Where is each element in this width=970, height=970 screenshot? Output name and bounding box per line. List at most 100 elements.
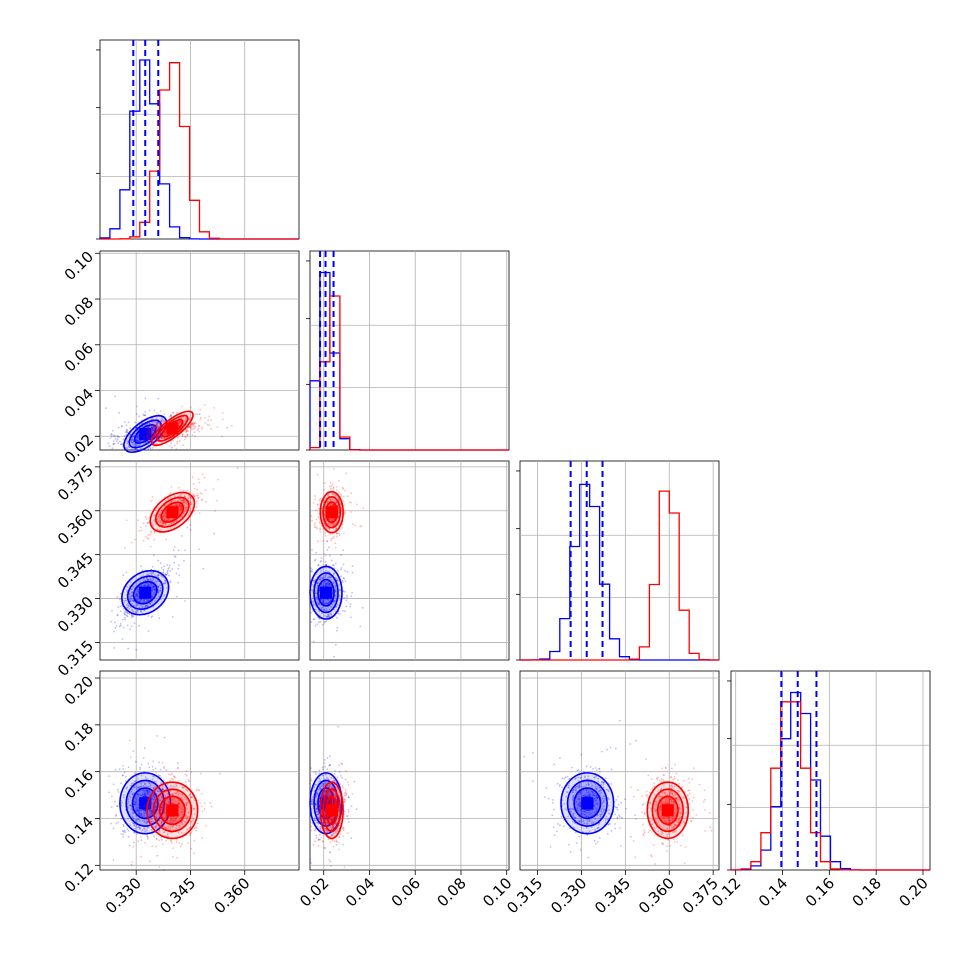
scatter-point-red <box>152 428 155 430</box>
scatter-point-red <box>169 414 172 416</box>
scatter-point-blue <box>184 549 187 552</box>
scatter-point-red <box>125 519 128 522</box>
scatter-point-blue <box>132 599 135 602</box>
scatter-point-blue <box>111 447 114 450</box>
scatter-point-blue <box>341 609 344 612</box>
scatter-point-red <box>312 502 315 504</box>
scatter-point-red <box>230 424 233 427</box>
scatter-point-blue <box>115 814 117 816</box>
scatter-point-red <box>146 826 149 828</box>
scatter-point-red <box>164 430 167 433</box>
scatter-point-blue <box>336 569 339 572</box>
scatter-point-red <box>191 476 194 479</box>
scatter-point-red <box>155 434 157 437</box>
scatter-point-red <box>213 407 216 409</box>
scatter-point-red <box>192 423 194 426</box>
scatter-point-blue <box>169 570 172 572</box>
scatter-point-blue <box>108 445 111 447</box>
scatter-point-red <box>236 467 239 470</box>
scatter-point-red <box>159 410 162 413</box>
scatter-point-red <box>191 434 194 436</box>
scatter-point-blue <box>136 440 139 442</box>
scatter-point-blue <box>138 415 141 418</box>
scatter-point-blue <box>136 436 139 438</box>
contour-line-blue <box>128 419 162 449</box>
scatter-point-red <box>175 839 178 841</box>
scatter-point-red <box>153 426 156 429</box>
scatter-point-blue <box>129 597 132 600</box>
scatter-point-red <box>178 440 181 443</box>
scatter-point-red <box>109 437 112 439</box>
scatter-point-blue <box>135 448 138 451</box>
scatter-point-blue <box>335 843 338 846</box>
scatter-point-red <box>153 424 156 427</box>
scatter-point-red <box>197 799 200 802</box>
scatter-point-red <box>333 468 335 470</box>
scatter-point-blue <box>159 768 162 771</box>
scatter-point-red <box>201 499 204 501</box>
scatter-point-blue <box>150 428 153 431</box>
scatter-point-blue <box>178 574 181 577</box>
scatter-panel-1-0 <box>105 395 233 454</box>
scatter-point-blue <box>350 616 352 619</box>
scatter-point-red <box>337 491 340 494</box>
scatter-point-blue <box>346 596 348 599</box>
scatter-point-blue <box>126 828 129 831</box>
scatter-point-blue <box>110 620 113 623</box>
scatter-point-blue <box>147 762 150 765</box>
scatter-point-blue <box>146 585 149 587</box>
scatter-point-blue <box>126 606 128 609</box>
scatter-point-red <box>204 489 207 492</box>
scatter-point-red <box>191 422 194 425</box>
scatter-point-blue <box>135 448 137 451</box>
scatter-point-red <box>336 535 338 538</box>
scatter-point-red <box>186 434 189 437</box>
scatter-point-blue <box>226 426 229 429</box>
scatter-point-red <box>155 425 157 428</box>
scatter-point-blue <box>138 439 141 442</box>
scatter-point-red <box>322 540 325 542</box>
scatter-point-red <box>159 423 162 426</box>
scatter-point-blue <box>131 592 133 594</box>
scatter-point-red <box>190 426 192 428</box>
scatter-point-blue <box>153 586 156 588</box>
scatter-point-blue <box>344 591 346 593</box>
scatter-point-blue <box>119 624 122 627</box>
scatter-point-blue <box>139 440 142 442</box>
scatter-point-blue <box>139 766 142 769</box>
scatter-point-blue <box>137 588 140 591</box>
scatter-point-blue <box>340 568 342 571</box>
scatter-point-blue <box>130 439 133 441</box>
scatter-point-red <box>136 832 139 835</box>
scatter-point-red <box>147 430 149 433</box>
scatter-point-blue <box>321 623 324 626</box>
scatter-point-blue <box>350 837 353 840</box>
scatter-point-red <box>177 436 180 438</box>
scatter-point-red <box>142 522 145 525</box>
scatter-point-red <box>151 430 154 433</box>
scatter-point-red <box>141 813 144 815</box>
scatter-point-red <box>147 533 150 536</box>
scatter-point-red <box>154 425 157 428</box>
scatter-point-blue <box>150 418 153 421</box>
scatter-point-blue <box>329 860 332 863</box>
scatter-point-blue <box>146 600 149 602</box>
scatter-point-red <box>161 843 164 846</box>
scatter-point-red <box>188 425 190 428</box>
scatter-point-blue <box>118 625 121 628</box>
scatter-point-blue <box>131 609 134 612</box>
scatter-point-red <box>181 405 183 408</box>
scatter-point-red <box>161 420 164 423</box>
scatter-point-blue <box>146 605 149 607</box>
scatter-point-blue <box>318 772 321 774</box>
scatter-point-red <box>127 440 130 442</box>
scatter-point-blue <box>151 766 154 768</box>
scatter-point-blue <box>137 439 139 442</box>
scatter-point-blue <box>122 438 125 441</box>
scatter-point-red <box>196 488 199 491</box>
scatter-point-blue <box>158 617 161 620</box>
scatter-point-red <box>155 422 158 425</box>
density-peak-blue <box>320 586 333 599</box>
scatter-point-blue <box>121 638 124 640</box>
scatter-point-blue <box>116 788 119 791</box>
